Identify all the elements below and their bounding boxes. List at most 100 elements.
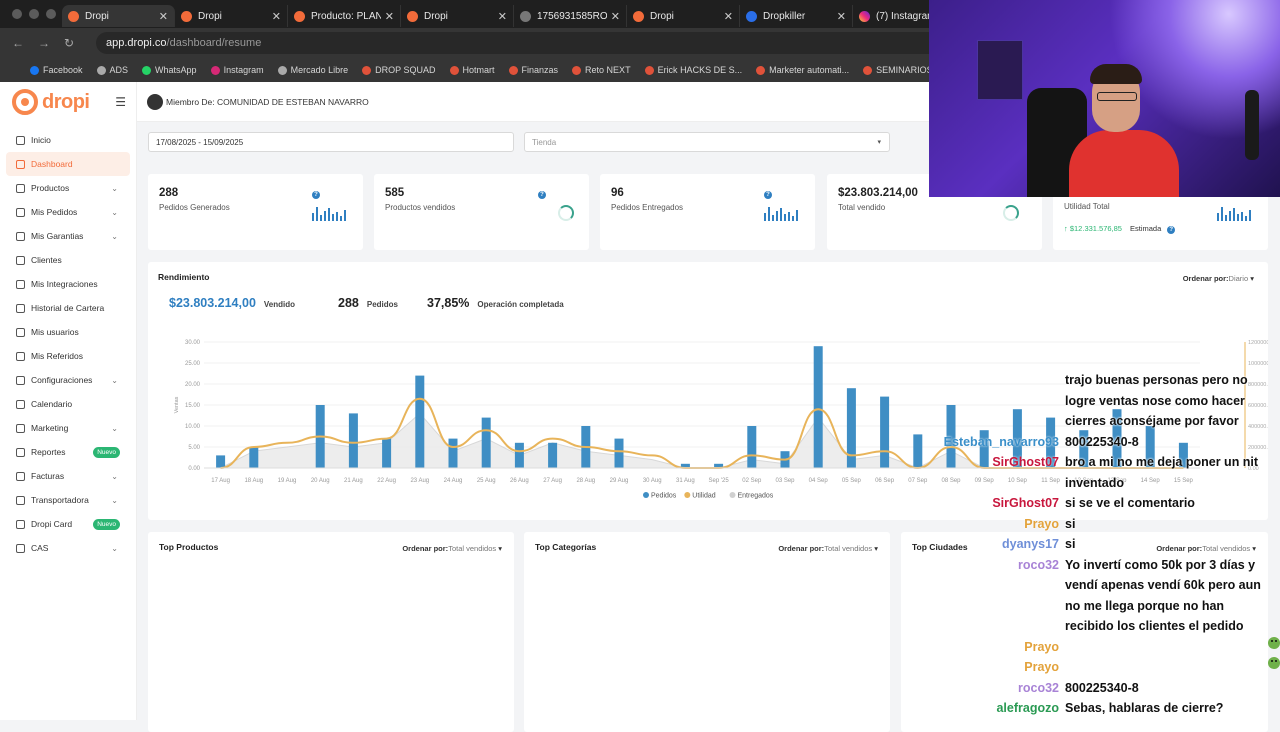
bar-pedidos[interactable] (846, 388, 856, 468)
close-tab-icon[interactable]: ✕ (723, 10, 733, 23)
legend-marker[interactable] (729, 492, 736, 498)
bookmark-item[interactable]: Instagram (210, 65, 264, 75)
bar-pedidos[interactable] (1145, 426, 1155, 468)
browser-tab[interactable]: Dropi ✕ (175, 5, 288, 27)
legend-label[interactable]: Pedidos (651, 493, 677, 500)
sidebar-item[interactable]: Configuraciones ⌄ (0, 368, 136, 392)
hamburger-menu-icon[interactable]: ☰ (115, 95, 126, 109)
legend-marker[interactable] (684, 492, 691, 498)
bookmark-item[interactable]: Facebook (30, 65, 83, 75)
bar-pedidos[interactable] (880, 396, 890, 468)
menu-item-icon (16, 519, 25, 529)
bar-pedidos[interactable] (415, 375, 425, 468)
order-value: Total vendidos (448, 544, 497, 553)
bar-pedidos[interactable] (514, 442, 524, 468)
x-tick-label: 25 Aug (477, 478, 496, 484)
bar-pedidos[interactable] (249, 447, 259, 468)
bar-pedidos[interactable] (1012, 409, 1022, 468)
brand-logo[interactable]: dropi ☰ (0, 82, 136, 122)
help-icon[interactable]: ? (312, 191, 320, 199)
bar-pedidos[interactable] (481, 417, 491, 468)
bookmark-item[interactable]: WhatsApp (142, 65, 197, 75)
sidebar-item[interactable]: Calendario (0, 392, 136, 416)
sidebar-item[interactable]: Marketing ⌄ (0, 416, 136, 440)
forward-icon[interactable]: → (38, 36, 50, 50)
bookmark-item[interactable]: Marketer automati... (756, 65, 849, 75)
sidebar-item[interactable]: Reportes Nuevo (0, 440, 136, 464)
browser-tab[interactable]: Dropi ✕ (62, 5, 175, 27)
bar-pedidos[interactable] (348, 413, 358, 468)
sidebar-item[interactable]: Facturas ⌄ (0, 464, 136, 488)
help-icon[interactable]: ? (764, 191, 772, 199)
close-tab-icon[interactable]: ✕ (158, 10, 168, 23)
bar-pedidos[interactable] (979, 430, 989, 468)
bookmark-item[interactable]: SEMINARIOS (863, 65, 933, 75)
browser-tab[interactable]: Dropi ✕ (401, 5, 514, 27)
sidebar-item[interactable]: Dropi Card Nuevo (0, 512, 136, 536)
help-icon[interactable]: ? (1167, 226, 1176, 234)
bar-pedidos[interactable] (747, 426, 757, 468)
close-tab-icon[interactable]: ✕ (836, 10, 846, 23)
panel-order-select[interactable]: Ordenar por:Total vendidos ▾ (402, 544, 502, 553)
bookmark-item[interactable]: DROP SQUAD (362, 65, 436, 75)
bar-pedidos[interactable] (946, 405, 956, 468)
sidebar-item[interactable]: Mis Pedidos ⌄ (0, 200, 136, 224)
bar-pedidos[interactable] (216, 455, 226, 468)
store-select[interactable]: Tienda ▾ (524, 132, 890, 152)
sidebar-item[interactable]: Transportadora ⌄ (0, 488, 136, 512)
panel-order-select[interactable]: Ordenar por:Total vendidos ▾ (1156, 544, 1256, 553)
avatar[interactable] (147, 93, 163, 110)
bar-pedidos[interactable] (1178, 442, 1188, 468)
help-icon[interactable]: ? (538, 191, 546, 199)
sidebar-item[interactable]: Dashboard (6, 152, 130, 176)
sidebar-item[interactable]: Inicio (0, 128, 136, 152)
panel-order-select[interactable]: Ordenar por:Total vendidos ▾ (778, 544, 878, 553)
bookmark-item[interactable]: ADS (96, 65, 128, 75)
bar-pedidos[interactable] (548, 442, 558, 468)
sidebar-item[interactable]: Mis Referidos (0, 344, 136, 368)
bookmark-item[interactable]: Hotmart (449, 65, 495, 75)
performance-order-select[interactable]: Ordenar por:Diario ▾ (1182, 274, 1254, 283)
sidebar-item[interactable]: CAS ⌄ (0, 536, 136, 560)
browser-tab[interactable]: Dropi ✕ (627, 5, 740, 27)
bar-pedidos[interactable] (1079, 430, 1089, 468)
bookmark-item[interactable]: Reto NEXT (572, 65, 631, 75)
bar-pedidos[interactable] (1046, 417, 1056, 468)
sidebar-item[interactable]: Productos ⌄ (0, 176, 136, 200)
bookmark-item[interactable]: Mercado Libre (277, 65, 348, 75)
bar-pedidos[interactable] (448, 438, 458, 468)
bar-pedidos[interactable] (913, 434, 923, 468)
bar-pedidos[interactable] (813, 346, 823, 468)
url-input[interactable]: app.dropi.co/dashboard/resume (96, 32, 966, 54)
bar-pedidos[interactable] (614, 438, 624, 468)
date-range-input[interactable]: 17/08/2025 - 15/09/2025 (148, 132, 514, 152)
legend-label[interactable]: Entregados (738, 493, 774, 500)
sidebar-item[interactable]: Clientes (0, 248, 136, 272)
sidebar-item[interactable]: Mis usuarios (0, 320, 136, 344)
sidebar-item[interactable]: Mis Integraciones (0, 272, 136, 296)
back-icon[interactable]: ← (12, 36, 24, 50)
bar-pedidos[interactable] (714, 463, 724, 468)
bar-pedidos[interactable] (1112, 409, 1122, 468)
close-tab-icon[interactable]: ✕ (271, 10, 281, 23)
chat-message: dyanys17 si (940, 534, 1280, 555)
bar-pedidos[interactable] (680, 463, 690, 468)
browser-tab[interactable]: Dropkiller ✕ (740, 5, 853, 27)
browser-tab[interactable]: Producto: PLAN ✕ (288, 5, 401, 27)
bookmark-item[interactable]: Erick HACKS DE S... (644, 65, 742, 75)
emote-icon (1268, 657, 1280, 669)
bar-pedidos[interactable] (382, 438, 392, 468)
close-tab-icon[interactable]: ✕ (610, 10, 620, 23)
bookmark-icon (96, 65, 106, 75)
favicon-icon (68, 10, 79, 22)
sidebar-item[interactable]: Mis Garantias ⌄ (0, 224, 136, 248)
close-tab-icon[interactable]: ✕ (497, 10, 507, 23)
close-tab-icon[interactable]: ✕ (384, 10, 394, 23)
legend-marker[interactable] (643, 492, 649, 498)
bookmark-item[interactable]: Finanzas (508, 65, 558, 75)
reload-icon[interactable]: ↻ (64, 36, 75, 50)
browser-tab[interactable]: 1756931585ROY ✕ (514, 5, 627, 27)
legend-label[interactable]: Utilidad (692, 493, 715, 500)
window-controls[interactable] (0, 9, 62, 19)
sidebar-item[interactable]: Historial de Cartera (0, 296, 136, 320)
